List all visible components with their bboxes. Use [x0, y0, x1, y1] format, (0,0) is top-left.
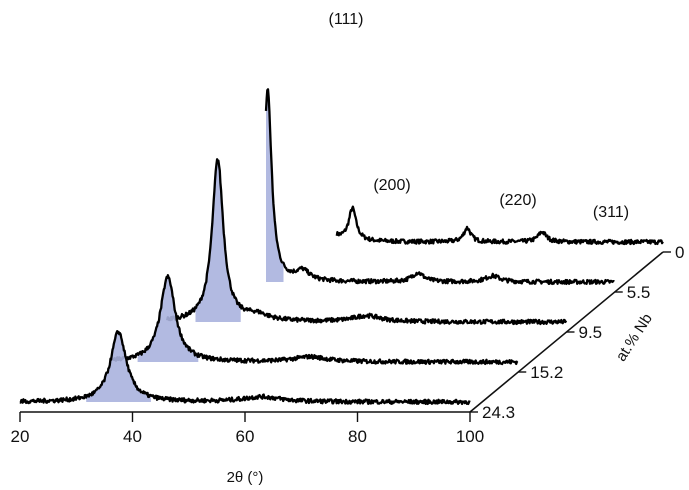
series-line-9.5 — [165, 158, 568, 326]
peak-label-311: (311) — [593, 204, 629, 221]
peak-label-200: (200) — [373, 177, 410, 194]
z-tick-layer: 0 5.5 9.5 15.2 24.3 — [470, 243, 684, 422]
z-tick-label: 0 — [675, 243, 684, 262]
x-tick-label: 100 — [456, 427, 484, 446]
trace-layer — [19, 88, 664, 406]
x-tick-label: 20 — [11, 427, 30, 446]
peak-label-220: (220) — [499, 192, 536, 209]
z-axis-title: at.% Nb — [613, 311, 656, 365]
peak-label-111: (111) — [329, 11, 364, 28]
x-tick-label: 60 — [236, 427, 255, 446]
series-line-5.5 — [264, 88, 615, 286]
z-tick-label: 9.5 — [579, 323, 603, 342]
series-line-0 — [335, 205, 664, 246]
z-tick-label: 15.2 — [530, 363, 563, 382]
x-tick-layer: 20 40 60 80 100 — [11, 412, 484, 446]
x-tick-label: 80 — [348, 427, 367, 446]
z-tick-label: 5.5 — [627, 283, 651, 302]
series-line-15.2 — [112, 274, 519, 366]
series-line-24.3 — [19, 330, 471, 406]
x-tick-label: 40 — [123, 427, 142, 446]
x-axis-title: 2θ (°) — [227, 469, 264, 486]
z-tick-label: 24.3 — [482, 403, 515, 422]
